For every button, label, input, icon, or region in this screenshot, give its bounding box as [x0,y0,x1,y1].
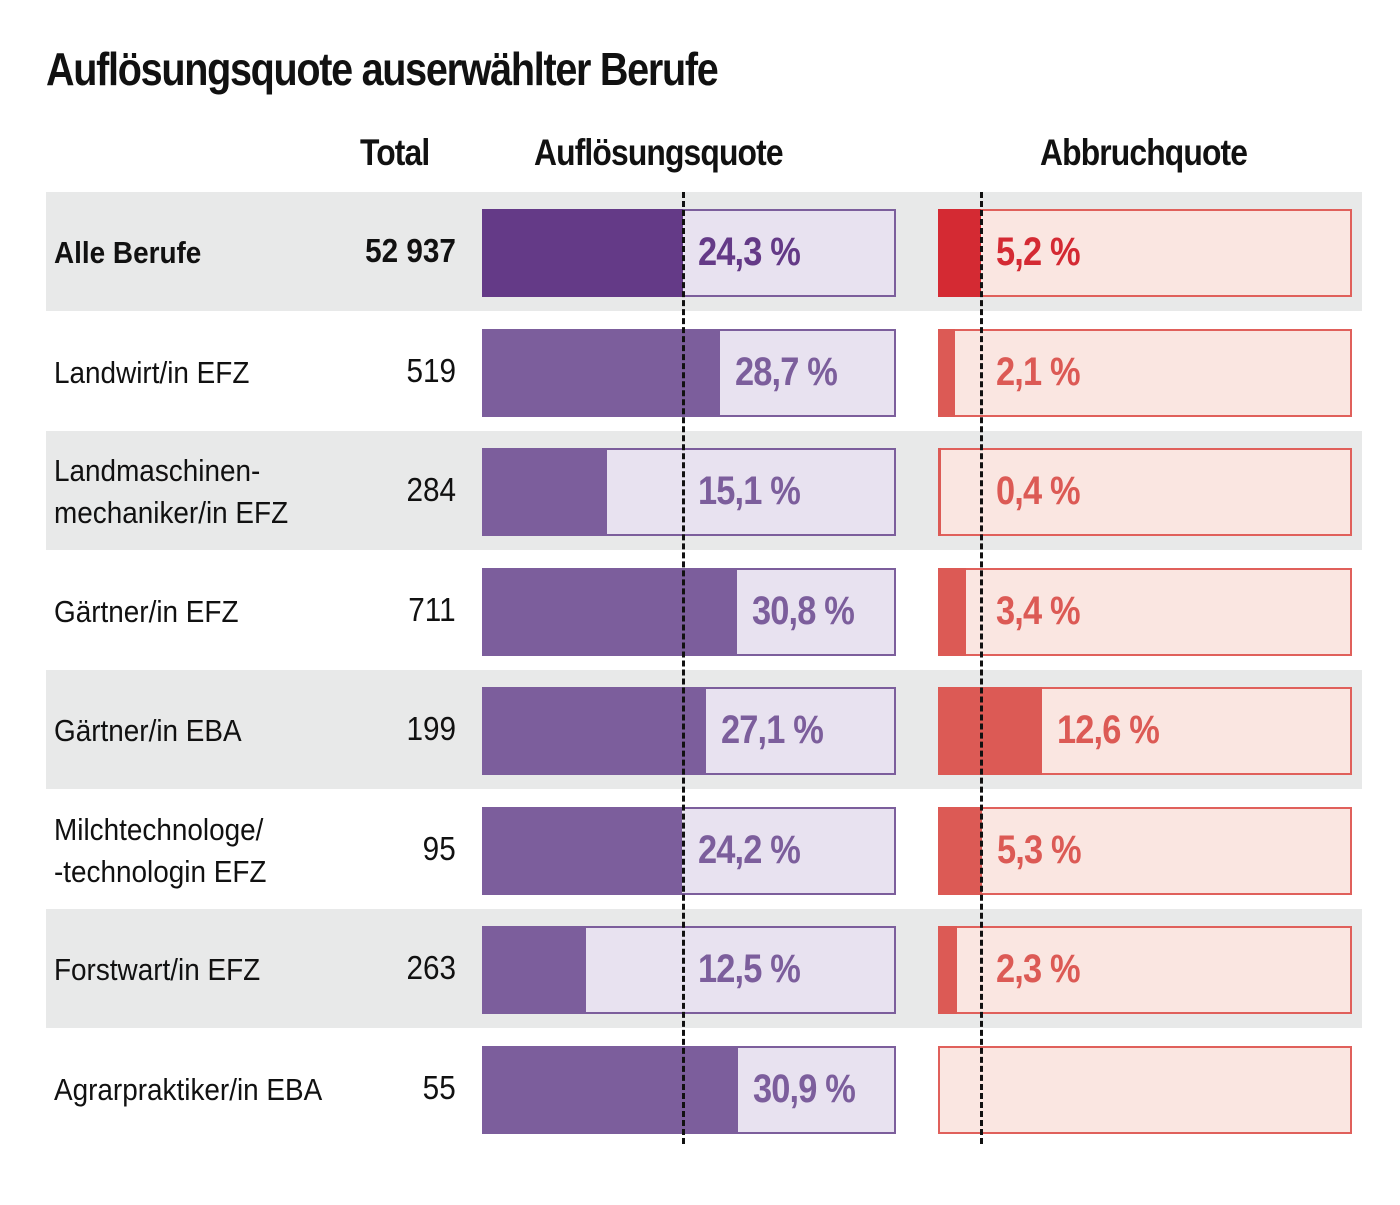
row-label: Alle Berufe [54,235,202,270]
row-total: 711 [408,590,456,628]
aufloesungsquote-reference-line [682,192,686,1144]
row-label: Landwirt/in EFZ [54,354,250,390]
abbruchquote-reference-line [980,192,984,1144]
aufloesungsquote-bar [482,806,683,895]
aufloesungsquote-value-label: 30,8 % [752,588,855,633]
abbruchquote-bar-track [938,1045,1352,1134]
row-label: Landmaschinen- mechaniker/in EFZ [54,453,289,530]
aufloesungsquote-value-label: 15,1 % [698,469,801,513]
column-header-total: Total [360,132,430,173]
row-total: 55 [422,1068,456,1106]
row-label: Gärtner/in EBA [54,713,242,748]
row-label: Gärtner/in EFZ [54,593,239,629]
column-header-aufloesungsquote: Auflösungsquote [534,132,784,173]
abbruchquote-value-label: 12,6 % [1057,708,1160,752]
row-total: 263 [406,949,456,986]
aufloesungsquote-bar [482,687,707,775]
abbruchquote-bar [938,567,967,656]
row-label: Forstwart/in EFZ [54,952,261,987]
chart-title: Auflösungsquote auserwählter Berufe [46,43,719,95]
aufloesungsquote-bar [482,209,684,297]
abbruchquote-value-label: 5,3 % [996,827,1082,872]
aufloesungsquote-bar [482,926,586,1014]
row-total: 519 [406,351,456,389]
aufloesungsquote-value-label: 28,7 % [734,349,838,394]
abbruchquote-bar [938,687,1043,775]
abbruchquote-value-label: 2,1 % [996,349,1081,394]
aufloesungsquote-bar [482,448,608,536]
row-total: 199 [406,710,456,747]
abbruchquote-bar [938,328,956,417]
aufloesungsquote-bar [482,567,738,656]
abbruchquote-value-label: 5,2 % [996,230,1081,274]
abbruchquote-value-label: 2,3 % [996,947,1081,991]
abbruchquote-bar-track [938,806,1352,895]
abbruchquote-bar-track [938,209,1352,297]
abbruchquote-bar [938,926,958,1014]
row-total: 284 [406,471,456,508]
abbruchquote-bar [938,806,982,895]
column-header-abbruchquote: Abbruchquote [1040,132,1248,173]
aufloesungsquote-bar [482,1045,738,1134]
abbruchquote-bar [938,209,982,297]
aufloesungsquote-value-label: 12,5 % [698,947,801,991]
row-total: 95 [422,829,456,867]
abbruchquote-bar-track [938,567,1352,656]
aufloesungsquote-value-label: 27,1 % [721,708,824,752]
aufloesungsquote-value-label: 24,2 % [698,827,801,872]
abbruchquote-bar-track [938,328,1352,417]
row-label: Milchtechnologe/ -technologin EFZ [54,811,267,889]
aufloesungsquote-value-label: 24,3 % [698,230,801,274]
row-total: 52 937 [365,232,456,269]
aufloesungsquote-bar [482,328,720,417]
abbruchquote-bar [938,448,942,536]
abbruchquote-value-label: 3,4 % [996,588,1081,633]
abbruchquote-value-label: 0,4 % [996,469,1081,513]
aufloesungsquote-value-label: 30,9 % [752,1066,856,1111]
row-label: Agrarpraktiker/in EBA [54,1071,323,1107]
